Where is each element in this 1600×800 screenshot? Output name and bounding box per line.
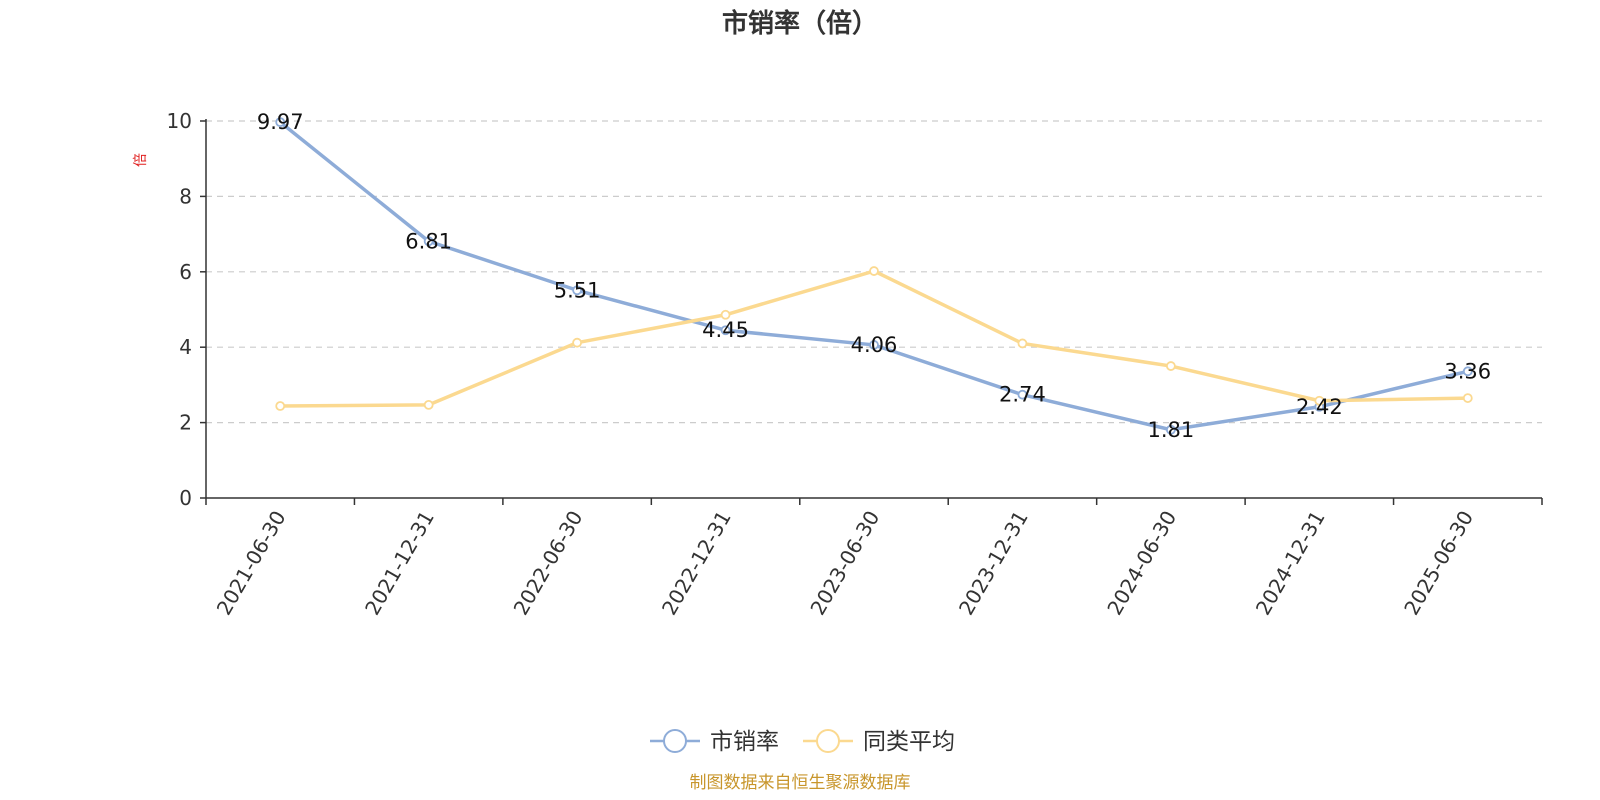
series-point-0[interactable]: [1165, 424, 1176, 435]
x-tick-label: 2023-06-30: [805, 507, 884, 620]
y-tick-label: 8: [179, 184, 192, 208]
legend-item-0[interactable]: 市销率: [650, 729, 779, 755]
y-axis-unit: 倍: [133, 153, 149, 167]
data-label: 3.36: [1444, 359, 1491, 383]
y-tick-label: 2: [179, 411, 192, 435]
data-labels: 9.97 6.81 5.51 4.45 4.06 2.74 1.81 2.42 3.36: [257, 110, 1491, 442]
series-line-0: [279, 120, 1469, 432]
series-point-1[interactable]: [423, 399, 434, 410]
x-tick-label: 2024-06-30: [1102, 507, 1181, 620]
series-point-1[interactable]: [869, 266, 879, 276]
data-label: 6.81: [405, 229, 452, 253]
data-label: 4.06: [851, 333, 898, 357]
series-point-1[interactable]: [275, 401, 286, 411]
series-point-0[interactable]: [1017, 389, 1028, 400]
data-label: 9.97: [257, 110, 304, 134]
legend-item-1[interactable]: 同类平均: [803, 729, 955, 755]
x-tick-label: 2025-06-30: [1399, 507, 1478, 620]
series-group: [275, 117, 1473, 435]
series-point-1[interactable]: [1462, 393, 1473, 403]
data-label: 4.45: [702, 318, 749, 342]
legend-label: 同类平均: [863, 729, 955, 755]
series-point-1[interactable]: [720, 309, 731, 320]
legend-circle-icon: [816, 729, 840, 753]
series-point-0[interactable]: [423, 236, 434, 247]
series-point-0[interactable]: [869, 340, 879, 350]
legend-circle-icon: [663, 729, 687, 753]
y-tick-label: 4: [179, 335, 192, 359]
chart-title: 市销率（倍）: [722, 8, 878, 39]
x-tick-label: 2022-06-30: [509, 507, 588, 620]
series-point-1[interactable]: [1314, 395, 1325, 406]
series-point-1[interactable]: [1017, 338, 1028, 349]
legend[interactable]: 市销率 同类平均: [650, 729, 955, 755]
series-point-1[interactable]: [572, 337, 583, 348]
data-label: 2.74: [999, 383, 1046, 407]
series-point-0[interactable]: [275, 117, 286, 128]
grid-lines: [206, 120, 1542, 424]
y-tick-label: 6: [179, 260, 192, 284]
data-label: 5.51: [554, 278, 601, 302]
x-tick-label: 2022-12-31: [657, 507, 736, 620]
y-tick-label: 0: [179, 486, 192, 510]
x-tick-label: 2021-06-30: [212, 507, 291, 620]
x-tick-label: 2024-12-31: [1251, 507, 1330, 620]
series-point-1[interactable]: [1165, 361, 1176, 371]
series-point-0[interactable]: [572, 285, 583, 296]
data-label: 2.42: [1296, 395, 1343, 419]
y-tick-label: 10: [167, 109, 192, 133]
x-tick-label: 2023-12-31: [954, 507, 1033, 620]
data-label: 1.81: [1148, 418, 1195, 442]
x-tick-label: 2021-12-31: [360, 506, 439, 619]
legend-label: 市销率: [710, 729, 779, 755]
series-point-0[interactable]: [1462, 366, 1473, 377]
axes: 0 2 4 6 8 10 2021-06-30 2021-12-31 2022-06-30 202…: [167, 109, 1543, 620]
data-source-note: 制图数据来自恒生聚源数据库: [690, 773, 911, 793]
series-point-0[interactable]: [720, 325, 731, 336]
